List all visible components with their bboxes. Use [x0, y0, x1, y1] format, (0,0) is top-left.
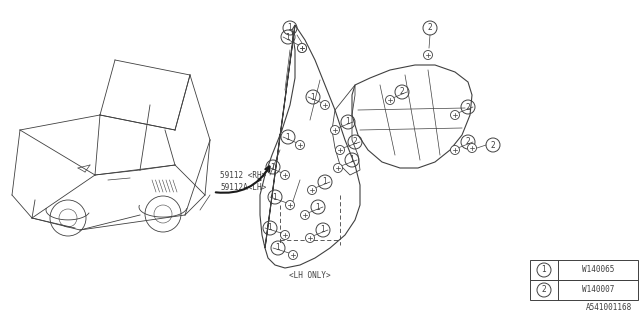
Text: A541001168: A541001168 — [586, 303, 632, 312]
Text: 2: 2 — [466, 102, 470, 111]
Circle shape — [280, 230, 289, 239]
Text: <LH ONLY>: <LH ONLY> — [289, 270, 331, 279]
Circle shape — [467, 143, 477, 153]
Circle shape — [305, 234, 314, 243]
Circle shape — [330, 125, 339, 134]
Text: W140007: W140007 — [582, 285, 614, 294]
Circle shape — [289, 251, 298, 260]
Circle shape — [307, 186, 317, 195]
Text: 1: 1 — [271, 163, 275, 172]
Text: 1: 1 — [268, 223, 273, 233]
Text: 1: 1 — [349, 156, 355, 164]
Text: 1: 1 — [321, 226, 325, 235]
Circle shape — [335, 146, 344, 155]
FancyArrowPatch shape — [216, 166, 269, 193]
Circle shape — [285, 201, 294, 210]
Circle shape — [451, 110, 460, 119]
Text: 2: 2 — [491, 140, 495, 149]
Bar — [530, 260, 638, 280]
Text: 2: 2 — [399, 87, 404, 97]
Text: 1: 1 — [346, 117, 350, 126]
Text: 1: 1 — [310, 92, 316, 101]
Circle shape — [298, 44, 307, 52]
Text: 2: 2 — [541, 285, 547, 294]
Text: 1: 1 — [273, 193, 277, 202]
Text: W140065: W140065 — [582, 266, 614, 275]
Text: 2: 2 — [428, 23, 433, 33]
Text: 1: 1 — [541, 266, 547, 275]
Bar — [530, 280, 638, 300]
Text: 2: 2 — [353, 138, 357, 147]
Circle shape — [333, 164, 342, 172]
Text: 1: 1 — [276, 244, 280, 252]
Circle shape — [296, 140, 305, 149]
Text: 1: 1 — [285, 33, 291, 42]
Text: 59112A<LH>: 59112A<LH> — [220, 183, 266, 193]
Circle shape — [298, 44, 307, 52]
Circle shape — [451, 146, 460, 155]
Circle shape — [321, 100, 330, 109]
Text: 2: 2 — [466, 138, 470, 147]
Circle shape — [301, 211, 310, 220]
Text: 1: 1 — [323, 178, 328, 187]
Text: 1: 1 — [285, 132, 291, 141]
Text: 59112 <RH>: 59112 <RH> — [220, 171, 266, 180]
Text: 1: 1 — [287, 23, 292, 33]
Circle shape — [424, 51, 433, 60]
Text: 1: 1 — [316, 203, 321, 212]
Circle shape — [280, 171, 289, 180]
Circle shape — [385, 95, 394, 105]
